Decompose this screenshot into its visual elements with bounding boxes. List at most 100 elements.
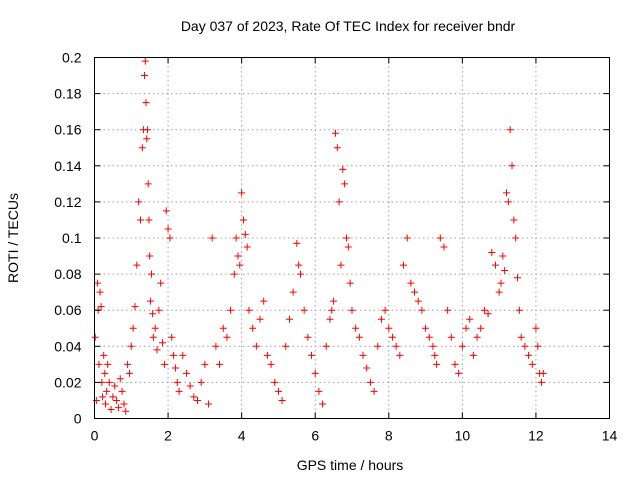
data-point [182,369,190,377]
data-point [170,351,178,359]
data-point [232,234,240,242]
data-point [223,333,231,341]
data-point [304,333,312,341]
data-point [100,351,108,359]
data-point [144,180,152,188]
data-point [97,303,105,311]
data-point [348,306,356,314]
data-point [455,369,463,377]
data-point [164,225,172,233]
chart-title: Day 037 of 2023, Rate Of TEC Index for r… [181,18,516,34]
data-point [92,396,100,404]
data-point [374,342,382,350]
data-point [208,234,216,242]
y-tick-label: 0 [74,411,82,427]
data-point [396,351,404,359]
y-tick-label: 0.08 [54,266,81,282]
data-point [168,333,176,341]
data-point [315,387,323,395]
data-point [534,342,542,350]
data-point [131,303,139,311]
data-point [333,144,341,152]
data-point [344,243,352,251]
data-point [120,400,128,408]
data-point [114,404,122,412]
data-point [197,378,205,386]
data-point [341,180,349,188]
data-point [503,189,510,197]
data-point [116,375,124,383]
data-point [346,279,354,287]
y-tick-labels: 0 0.02 0.04 0.06 0.08 0.1 0.12 0.14 0.16 0.18 0.2 [54,50,81,427]
data-point [335,198,343,206]
data-point [458,342,466,350]
data-point [388,333,396,341]
data-point [480,306,488,314]
data-point [469,351,477,359]
y-tick-label: 0.18 [54,86,81,102]
data-point [111,382,119,390]
data-point [392,342,400,350]
data-point [155,306,163,314]
data-point [440,243,448,251]
data-point [142,99,150,107]
data-point [462,324,470,332]
data-points [91,57,547,415]
data-point [118,387,126,395]
data-point [400,261,407,269]
data-point [113,396,121,404]
data-point [95,360,103,368]
data-point [179,351,187,359]
x-tick-label: 12 [528,428,544,444]
data-point [104,360,112,368]
data-point [501,266,509,274]
data-point [133,261,141,269]
y-tick-label: 0.06 [54,302,81,318]
data-point [537,378,545,386]
data-point [194,396,201,404]
data-point [308,351,316,359]
x-tick-label: 8 [385,428,393,444]
x-tick-label: 4 [238,428,246,444]
data-point [252,342,260,350]
data-point [190,393,198,401]
data-point [466,315,474,323]
data-point [239,216,247,224]
y-tick-label: 0.16 [54,122,81,138]
data-point [107,405,115,413]
data-point [377,315,385,323]
data-point [300,306,308,314]
data-point [508,162,516,170]
data-point [143,135,151,143]
data-point [159,339,167,347]
data-point [171,364,179,372]
data-point [102,400,110,408]
data-point [512,234,520,242]
y-tick-label: 0.12 [54,194,81,210]
data-point [245,306,253,314]
data-point [212,342,220,350]
data-point [514,274,522,282]
data-point [230,270,238,278]
x-tick-labels: 0 2 4 6 8 10 12 14 [91,428,618,444]
data-point [319,400,327,408]
data-point [491,261,499,269]
data-point [528,360,536,368]
data-point [532,324,540,332]
data-point [205,400,213,408]
data-point [93,279,101,287]
data-point [425,333,433,341]
data-point [157,279,165,287]
data-point [278,396,286,404]
data-point [436,234,444,242]
data-point [146,297,154,305]
data-point [148,270,156,278]
data-point [109,393,117,401]
data-point [135,198,143,206]
data-point [243,243,251,251]
data-point [352,324,360,332]
data-point [285,315,293,323]
y-tick-label: 0.1 [62,230,82,246]
data-point [103,387,111,395]
